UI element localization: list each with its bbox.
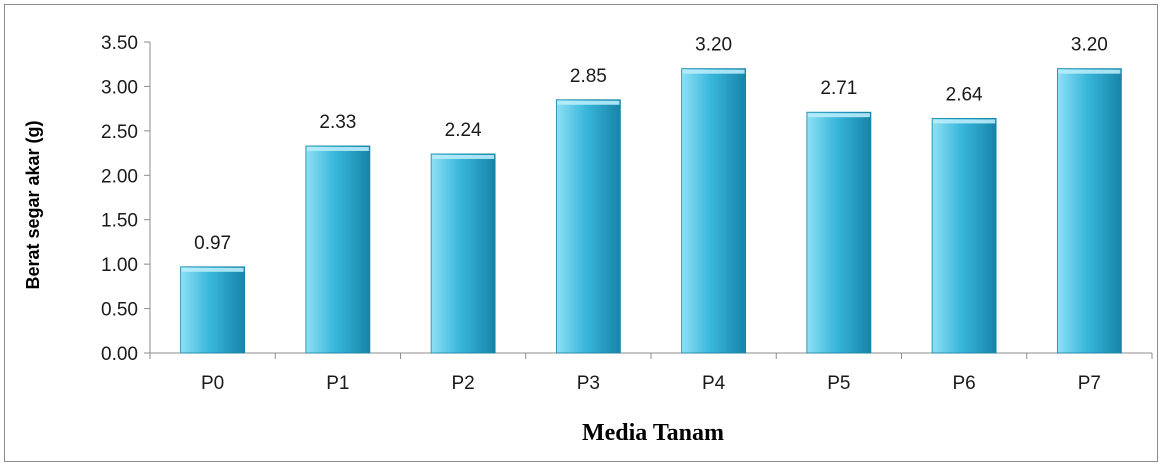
bar-highlight: [1058, 69, 1121, 74]
y-axis-title: Berat segar akar (g): [23, 120, 43, 289]
y-tick-label: 1.00: [101, 255, 138, 276]
data-label: 2.24: [445, 120, 482, 141]
x-tick-label: P0: [201, 373, 224, 394]
x-tick-label: P7: [1078, 373, 1101, 394]
y-tick-label: 0.50: [101, 300, 138, 321]
bar-highlight: [557, 100, 620, 105]
bar-highlight: [682, 69, 745, 74]
bar-p7: [1056, 68, 1122, 354]
bar-p3: [555, 99, 621, 354]
x-tick-label: P4: [702, 373, 726, 394]
bar-p5: [806, 111, 872, 354]
bar-p6: [931, 118, 997, 354]
y-tick-label: 0.00: [101, 344, 138, 365]
bar-p1: [305, 145, 371, 354]
bar-rect: [180, 266, 246, 354]
y-axis: 0.00 0.50 1.00 1.50 2.00 2.50 3.00 3.50: [101, 33, 151, 365]
y-tick-label: 3.00: [101, 77, 138, 98]
data-label: 2.64: [946, 84, 983, 105]
data-label: 3.20: [695, 35, 732, 56]
bar-rect: [305, 145, 371, 354]
data-labels: 0.97 2.33 2.24 2.85 3.20 2.71 2.64 3.20: [194, 35, 1108, 254]
bar-highlight: [807, 113, 870, 118]
bar-rect: [430, 153, 496, 354]
data-label: 2.71: [820, 78, 857, 99]
bar-p4: [681, 68, 747, 354]
bar-highlight: [306, 146, 369, 151]
bar-rect: [1056, 68, 1122, 354]
x-tick-label: P6: [953, 373, 976, 394]
data-label: 3.20: [1071, 35, 1108, 56]
bars: [180, 68, 1122, 354]
y-tick-label: 1.50: [101, 211, 138, 232]
x-tick-label: P2: [452, 373, 475, 394]
data-label: 2.85: [570, 66, 607, 87]
bar-highlight: [933, 119, 996, 124]
x-tick-label: P5: [827, 373, 850, 394]
bar-rect: [681, 68, 747, 354]
x-axis-title: Media Tanam: [582, 420, 724, 446]
bar-p0: [180, 266, 246, 354]
data-label: 2.33: [319, 112, 356, 133]
bar-rect: [931, 118, 997, 354]
bar-highlight: [432, 154, 495, 159]
x-tick-label: P3: [577, 373, 600, 394]
bar-p2: [430, 153, 496, 354]
y-tick-label: 2.00: [101, 166, 138, 187]
x-tick-label: P1: [326, 373, 349, 394]
y-tick-label: 3.50: [101, 33, 138, 54]
bar-highlight: [181, 267, 244, 272]
bar-rect: [806, 111, 872, 354]
bar-rect: [555, 99, 621, 354]
x-axis: P0 P1 P2 P3 P4 P5 P6 P7: [149, 352, 1153, 394]
data-label: 0.97: [194, 233, 231, 254]
y-tick-label: 2.50: [101, 122, 138, 143]
